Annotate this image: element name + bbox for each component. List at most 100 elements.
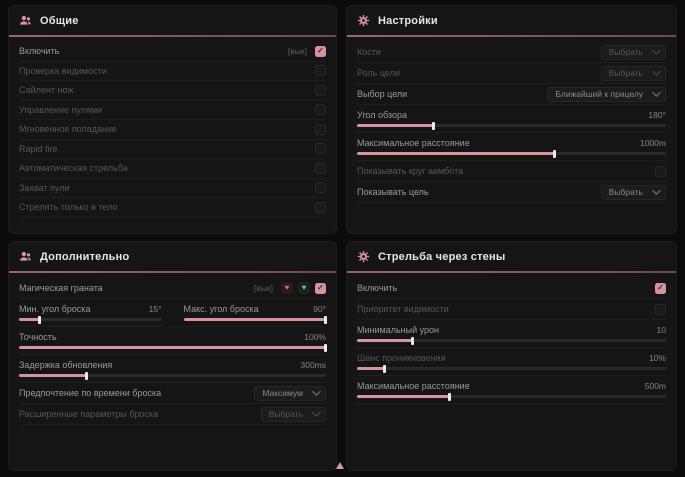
panel-additional-header: Дополнительно — [19, 242, 326, 271]
slider-fill — [357, 336, 414, 345]
slider-row: Точность 100% — [19, 327, 327, 355]
dropdown-value: Максимум — [262, 388, 303, 398]
slider-track[interactable] — [357, 121, 666, 130]
chevron-down-icon — [652, 88, 661, 97]
slider-thumb[interactable] — [38, 315, 42, 324]
slider-track[interactable] — [19, 315, 162, 324]
slider-thumb[interactable] — [447, 392, 451, 401]
setting-row: Предпочтение по времени броска Максимум — [19, 383, 326, 404]
setting-label: Управление пулями — [19, 104, 103, 115]
checkbox[interactable]: ✓ — [315, 123, 326, 135]
checkbox[interactable]: ✓ — [315, 65, 326, 77]
slider-thumb[interactable] — [324, 315, 327, 324]
slider-thumb[interactable] — [410, 336, 414, 345]
dual-slider-row: Мин. угол броска 15° Макс. угол броска 9… — [19, 299, 327, 327]
setting-row: Роль цели Выбрать — [357, 63, 666, 84]
dropdown[interactable]: Выбрать — [600, 44, 666, 60]
heart-green-icon[interactable]: ♥ — [298, 282, 310, 294]
checkbox[interactable]: ✓ — [315, 84, 326, 96]
slider-value: 1000m — [640, 137, 666, 148]
setting-row: Мгновенное попадание ✓ — [19, 120, 326, 140]
setting-label: Максимальное расстояние — [357, 137, 470, 148]
users-icon — [20, 15, 31, 25]
header-divider — [9, 271, 336, 273]
setting-label: Задержка обновления — [19, 359, 113, 370]
setting-label: Захват пули — [19, 182, 70, 193]
slider-track[interactable] — [19, 371, 326, 380]
setting-label: Rapid fire — [19, 143, 58, 154]
dropdown[interactable]: Выбрать — [260, 406, 326, 422]
setting-label: Расширенные параметры броска — [19, 409, 159, 419]
panel-general: Общие Включить [вык] ✓ Проверка видимост… — [8, 5, 337, 234]
slider-thumb[interactable] — [324, 343, 327, 352]
dropdown-value: Выбрать — [268, 409, 303, 419]
slider-track[interactable] — [357, 149, 666, 158]
dropdown-value: Выбрать — [608, 47, 643, 57]
slider-value: 10 — [656, 324, 666, 335]
slider-thumb[interactable] — [432, 121, 436, 130]
dropdown[interactable]: Максимум — [254, 385, 326, 401]
slider-value: 500m — [644, 380, 666, 391]
panel-title: Стрельба через стены — [378, 250, 506, 263]
dropdown-value: Ближайший к прицелу — [555, 89, 643, 99]
chevron-down-icon — [652, 186, 661, 195]
slider-track[interactable] — [357, 336, 666, 345]
slider-track[interactable] — [183, 315, 327, 324]
checkbox[interactable]: ✓ — [655, 165, 666, 177]
dropdown[interactable]: Выбрать — [600, 184, 666, 200]
setting-label: Включить — [357, 283, 398, 293]
setting-row: Проверка видимости ✓ — [19, 62, 326, 81]
checkbox[interactable]: ✓ — [315, 201, 326, 213]
dropdown[interactable]: Ближайший к прицелу — [547, 86, 666, 102]
checkbox[interactable]: ✓ — [315, 45, 326, 57]
checkbox[interactable]: ✓ — [315, 104, 326, 116]
setting-label: Роль цели — [357, 68, 400, 78]
setting-row: Приоритет видимости ✓ — [357, 299, 666, 320]
chevron-down-icon — [312, 387, 321, 396]
setting-row: Захват пули ✓ — [19, 179, 326, 198]
slider-row: Макс. угол броска 90° — [183, 299, 327, 326]
header-divider — [347, 35, 676, 37]
gear-icon — [357, 14, 370, 27]
slider-value: 90° — [313, 303, 326, 314]
setting-label: Стрелять только в тело — [19, 202, 118, 213]
setting-label: Мин. угол броска — [19, 303, 91, 314]
slider-thumb[interactable] — [382, 364, 386, 373]
slider-row: Мин. угол броска 15° — [19, 299, 162, 326]
checkbox[interactable]: ✓ — [315, 162, 326, 174]
setting-label: Сайлент нож — [19, 85, 74, 96]
setting-label: Приоритет видимости — [357, 304, 449, 314]
users-icon — [20, 251, 31, 261]
setting-label: Магическая граната — [19, 283, 103, 293]
panel-general-header: Общие — [19, 6, 326, 35]
setting-row: Кости Выбрать — [357, 42, 666, 63]
panel-title: Общие — [40, 14, 79, 27]
setting-row: Магическая граната [вык] ♥ ♥ ✓ — [19, 278, 326, 299]
checkbox[interactable]: ✓ — [315, 143, 326, 155]
panel-wallbang: Стрельба через стены Включить ✓ Приорите… — [346, 241, 677, 471]
slider-value: 180° — [648, 109, 666, 120]
panel-settings: Настройки Кости Выбрать Роль цели Выбрат… — [346, 5, 677, 234]
slider-track[interactable] — [357, 364, 666, 373]
checkbox[interactable]: ✓ — [315, 282, 326, 294]
slider-track[interactable] — [357, 392, 666, 401]
setting-row: Автоматическая стрельба ✓ — [19, 159, 326, 179]
header-divider — [347, 271, 676, 273]
slider-row: Максимальное расстояние 500m — [357, 376, 666, 404]
slider-fill — [357, 121, 436, 130]
slider-thumb[interactable] — [552, 149, 556, 158]
setting-label: Показывать цель — [357, 187, 429, 197]
checkbox[interactable]: ✓ — [655, 303, 666, 315]
setting-row: Сайлент нож ✓ — [19, 81, 326, 101]
header-divider — [9, 35, 336, 37]
checkbox[interactable]: ✓ — [315, 182, 326, 194]
slider-value: 15° — [148, 303, 162, 314]
heart-red-icon[interactable]: ♥ — [281, 282, 293, 294]
setting-label: Включить — [19, 46, 60, 57]
slider-track[interactable] — [19, 343, 327, 352]
checkbox[interactable]: ✓ — [655, 282, 666, 294]
slider-fill — [19, 371, 88, 380]
slider-thumb[interactable] — [84, 371, 88, 380]
dropdown[interactable]: Выбрать — [600, 65, 666, 81]
